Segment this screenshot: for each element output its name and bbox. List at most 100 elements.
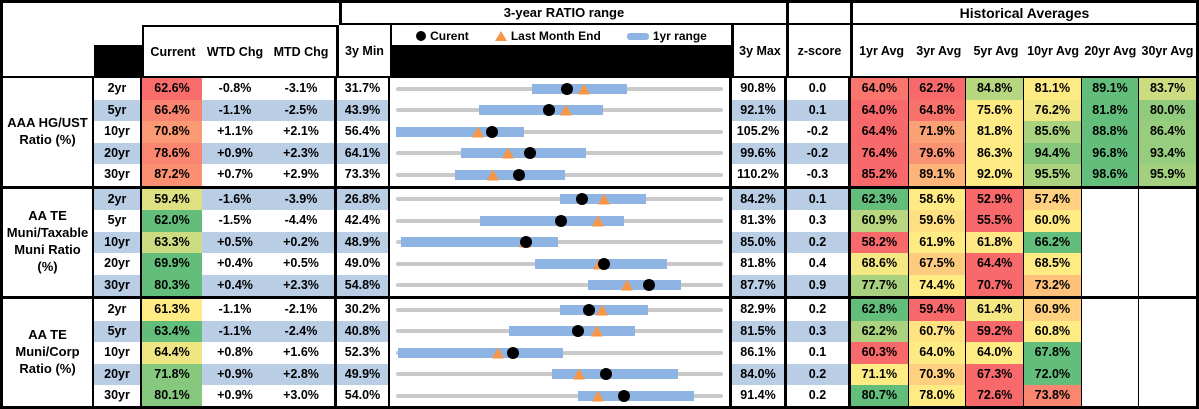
last-month-end-marker: [502, 147, 515, 159]
cell-mtd-chg: +2.1%: [268, 121, 337, 143]
cell-mtd-chg: +2.9%: [268, 164, 337, 186]
col-header-current: Current: [150, 44, 196, 59]
col-header-avg: 10yr Avg: [1027, 43, 1080, 58]
cell-current: 69.9%: [142, 253, 202, 275]
chart-legend: Curent Last Month End 1yr range: [392, 25, 731, 47]
cell-3y-max: 90.8%: [732, 78, 787, 100]
cell-avg: [1081, 210, 1140, 232]
cell-avg: 81.8%: [966, 121, 1025, 143]
cell-z-score: 0.2: [787, 363, 851, 385]
cell-avg: 64.8%: [908, 99, 967, 121]
cell-avg: 62.2%: [851, 320, 909, 342]
range-plot: [390, 210, 732, 232]
cell-3y-max: 91.4%: [732, 385, 787, 406]
legend-1yr-range-label: 1yr range: [652, 29, 707, 43]
range-bar-1yr: [552, 369, 678, 380]
cell-avg: [1081, 385, 1140, 406]
range-bar-1yr: [480, 215, 624, 226]
current-marker: [582, 303, 595, 316]
table-row: 5yr 63.4% -1.1% -2.4% 40.8% 81.5% 0.3 62.2% 60.7…: [94, 320, 1196, 342]
range-plot: [390, 188, 732, 210]
cell-avg: [1139, 188, 1196, 210]
table-row: 2yr 62.6% -0.8% -3.1% 31.7% 90.8% 0.0 64.0% 62.2…: [94, 78, 1196, 100]
cell-3y-min: 54.8%: [337, 274, 390, 296]
current-marker: [486, 125, 499, 138]
cell-z-score: 0.3: [787, 320, 851, 342]
cell-avg: 79.6%: [908, 142, 967, 164]
cell-tenor: 30yr: [94, 274, 142, 296]
cell-avg: 60.8%: [1024, 320, 1082, 342]
legend-current-label: Curent: [430, 29, 469, 43]
current-marker: [600, 368, 612, 381]
last-month-end-marker: [596, 304, 608, 316]
cell-current: 62.6%: [142, 78, 202, 100]
cell-mtd-chg: +2.3%: [268, 274, 337, 296]
table-row: 10yr 64.4% +0.8% +1.6% 52.3% 86.1% 0.1 60.3% 64.…: [94, 342, 1196, 364]
cell-avg: 66.2%: [1024, 231, 1082, 253]
legend-1yr-range-item: 1yr range: [626, 29, 707, 43]
cell-tenor: 10yr: [94, 231, 142, 253]
cell-current: 80.3%: [142, 274, 202, 296]
cell-current: 64.4%: [142, 342, 202, 364]
cell-z-score: 0.4: [787, 253, 851, 275]
range-plot: [390, 78, 732, 100]
cell-wtd-chg: -0.8%: [202, 78, 268, 100]
group-label: AA TE Muni/Taxable Muni Ratio (%): [3, 188, 94, 296]
cell-avg: 72.6%: [966, 385, 1025, 406]
cell-avg: [1139, 231, 1196, 253]
change-columns-header: Current WTD Chg MTD Chg: [142, 25, 339, 78]
cell-z-score: 0.2: [787, 231, 851, 253]
last-month-end-marker: [591, 215, 604, 227]
last-month-end-marker: [472, 126, 485, 138]
cell-current: 63.4%: [142, 320, 202, 342]
table-row: 20yr 71.8% +0.9% +2.8% 49.9% 84.0% 0.2 71.1% 70.…: [94, 363, 1196, 385]
col-header-mtd-chg: MTD Chg: [273, 44, 329, 59]
cell-mtd-chg: -2.5%: [268, 99, 337, 121]
cell-mtd-chg: -3.1%: [268, 78, 337, 100]
cell-avg: 68.6%: [851, 253, 909, 275]
cell-avg: 84.8%: [966, 78, 1025, 100]
cell-wtd-chg: +0.9%: [202, 385, 268, 406]
cell-tenor: 30yr: [94, 385, 142, 406]
cell-tenor: 10yr: [94, 342, 142, 364]
cell-mtd-chg: -2.1%: [268, 299, 337, 321]
cell-current: 78.6%: [142, 142, 202, 164]
range-plot: [390, 342, 732, 364]
col-header-avg: 30yr Avg: [1141, 43, 1194, 58]
cell-avg: [1139, 385, 1196, 406]
cell-avg: 59.4%: [908, 299, 967, 321]
cell-avg: 59.6%: [908, 210, 967, 232]
range-plot: [390, 99, 732, 121]
cell-tenor: 5yr: [94, 320, 142, 342]
cell-wtd-chg: -1.6%: [202, 188, 268, 210]
group-label: AAA HG/UST Ratio (%): [3, 78, 94, 186]
cell-avg: 60.0%: [1024, 210, 1082, 232]
last-month-end-marker: [573, 368, 586, 380]
current-marker: [513, 168, 526, 181]
range-plot: [390, 231, 732, 253]
cell-wtd-chg: +0.8%: [202, 342, 268, 364]
cell-avg: 60.3%: [851, 342, 909, 364]
cell-current: 61.3%: [142, 299, 202, 321]
last-month-end-marker: [590, 325, 603, 337]
top-left-spacer: [3, 3, 339, 25]
cell-3y-min: 56.4%: [337, 121, 390, 143]
cell-wtd-chg: -1.5%: [202, 210, 268, 232]
cell-z-score: 0.2: [787, 385, 851, 406]
black-spacer-block: [94, 45, 142, 76]
table-row: 30yr 87.2% +0.7% +2.9% 73.3% 110.2% -0.3 85.2% 8…: [94, 164, 1196, 186]
cell-3y-min: 73.3%: [337, 164, 390, 186]
table-row: 10yr 70.8% +1.1% +2.1% 56.4% 105.2% -0.2 64.4% 7…: [94, 121, 1196, 143]
cell-avg: 86.3%: [966, 142, 1025, 164]
col-header-z-score: z-score: [789, 25, 853, 78]
table-row: 20yr 69.9% +0.4% +0.5% 49.0% 81.8% 0.4 68.6% 67.…: [94, 253, 1196, 275]
cell-avg: 81.8%: [1081, 99, 1140, 121]
cell-wtd-chg: +0.4%: [202, 253, 268, 275]
cell-mtd-chg: +0.5%: [268, 253, 337, 275]
cell-avg: [1139, 253, 1196, 275]
cell-avg: [1081, 274, 1140, 296]
cell-3y-max: 82.9%: [732, 299, 787, 321]
cell-3y-max: 81.8%: [732, 253, 787, 275]
cell-avg: [1139, 299, 1196, 321]
cell-tenor: 2yr: [94, 188, 142, 210]
